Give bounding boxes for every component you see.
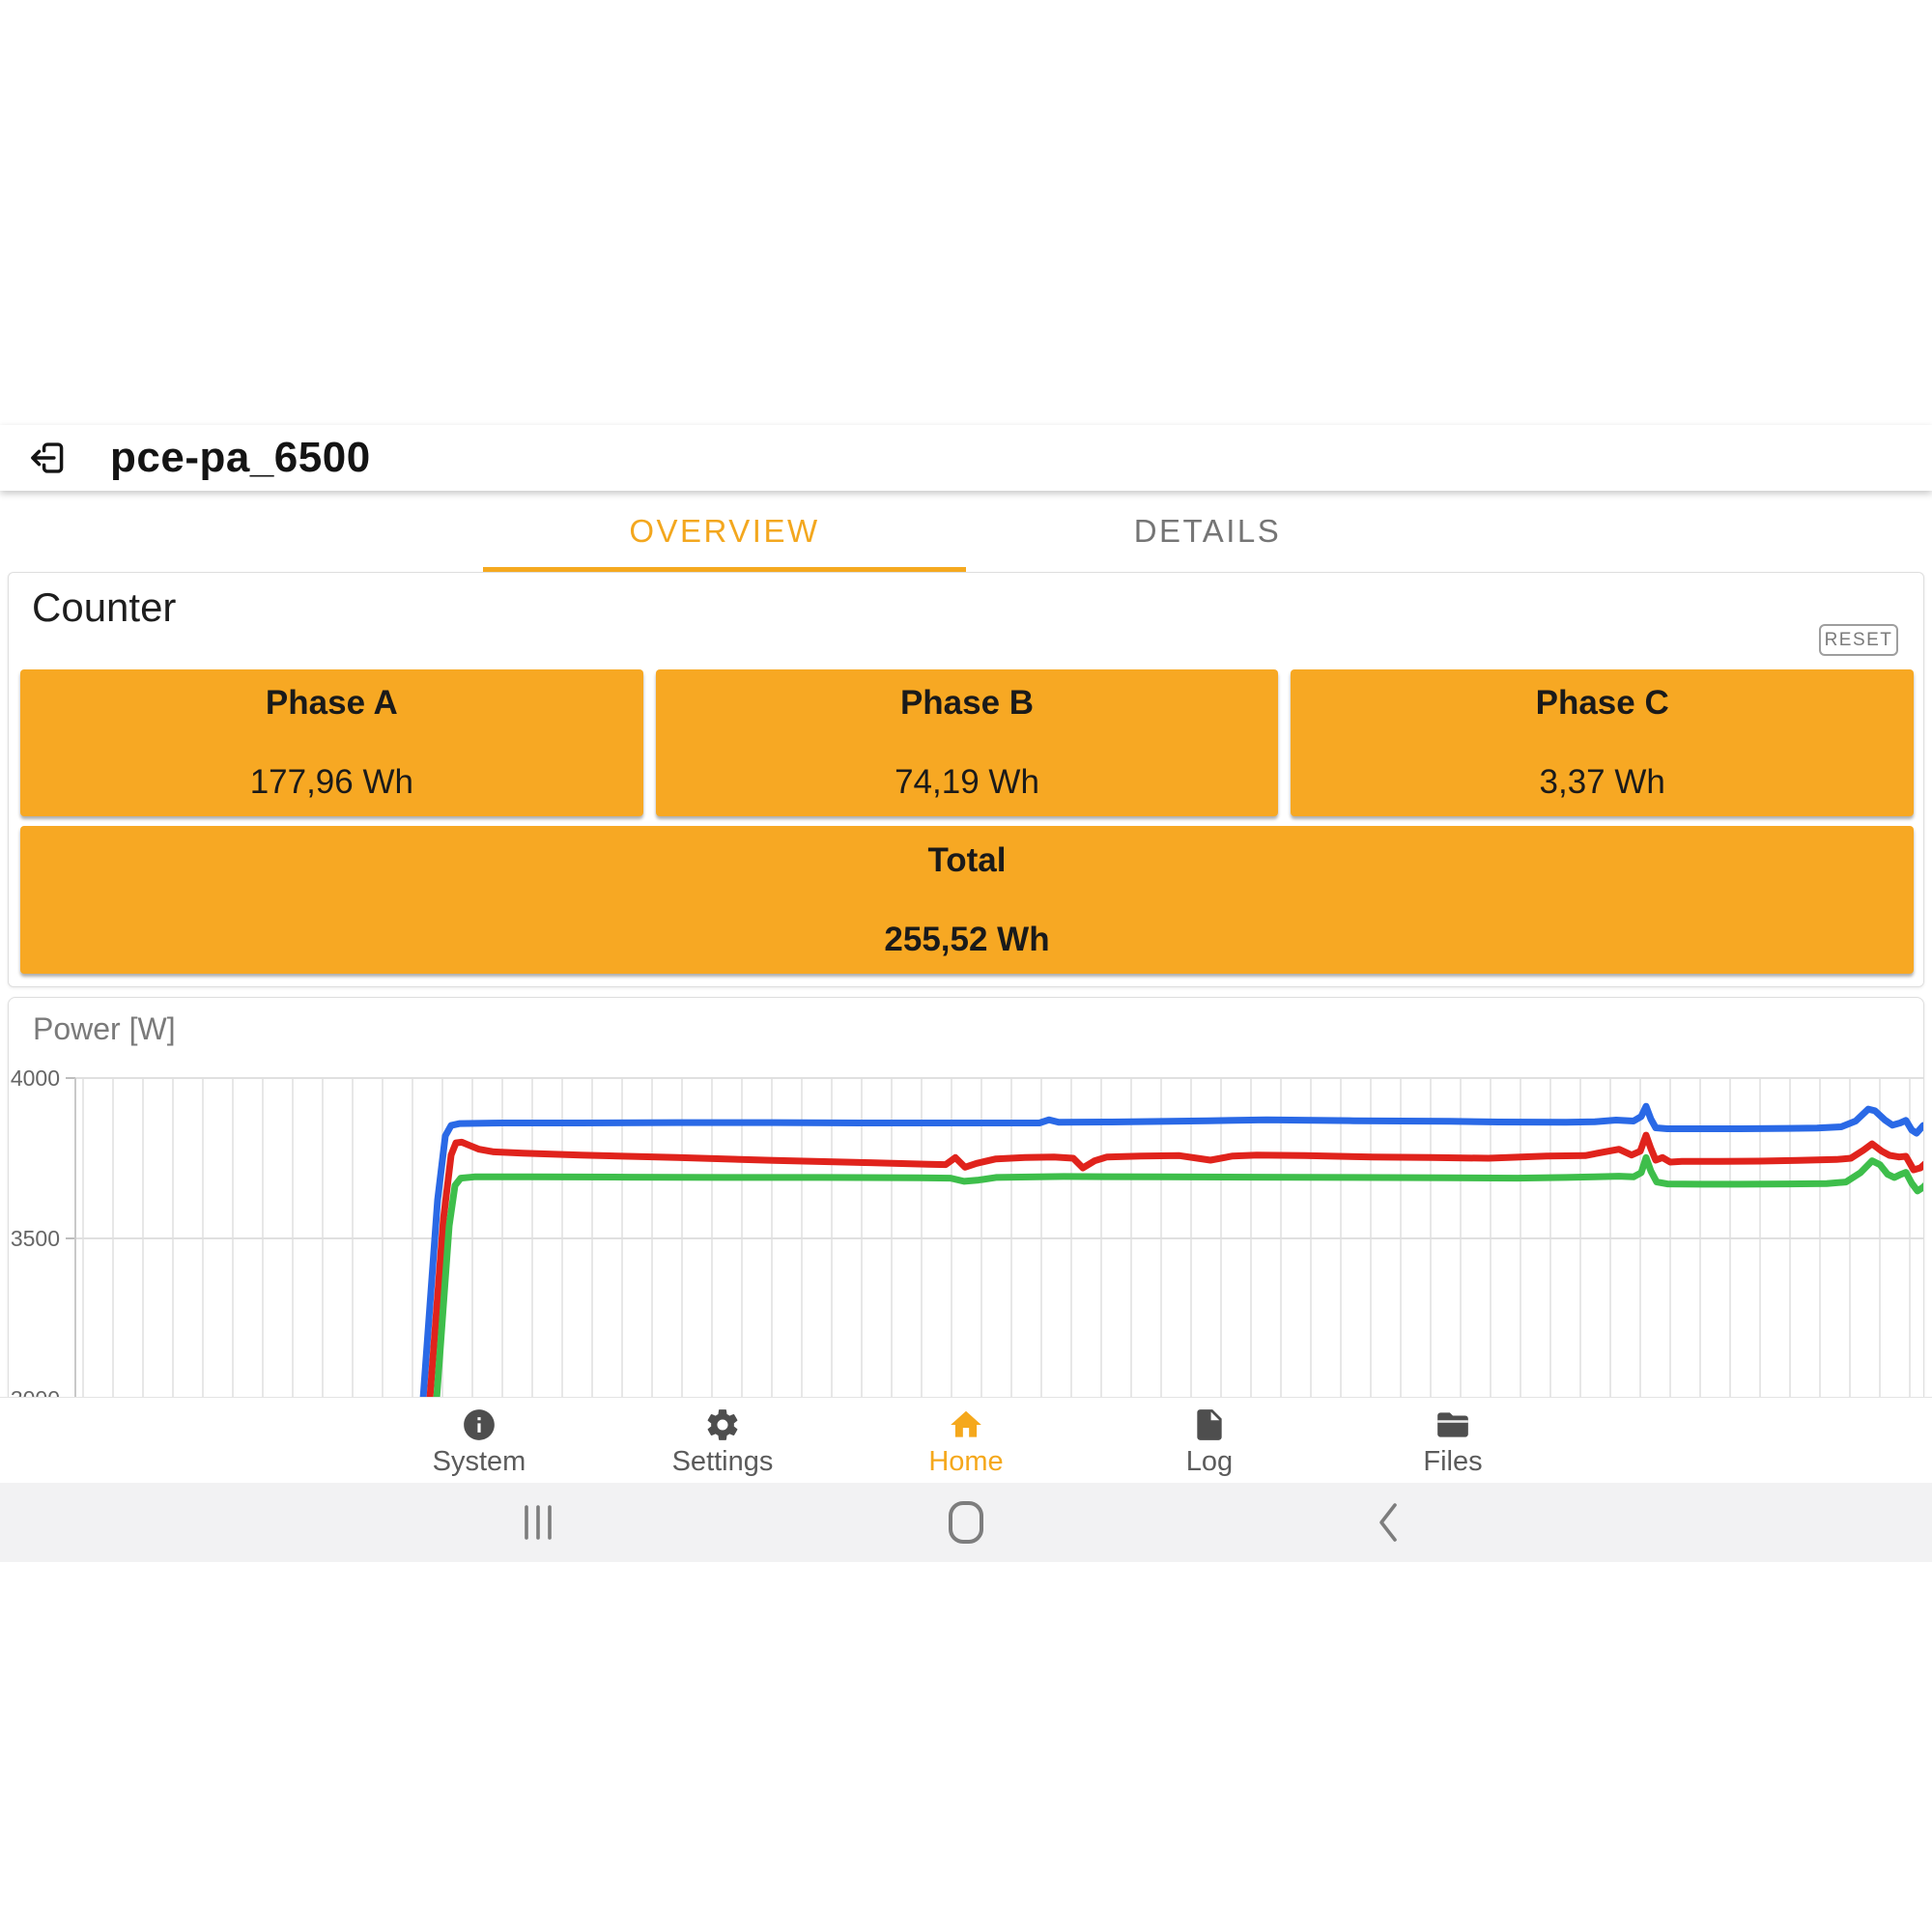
counter-card: Counter RESET Phase A 177,96 Wh Phase B … — [8, 572, 1924, 987]
total-value: 255,52 Wh — [884, 920, 1050, 958]
android-nav-bar — [0, 1483, 1932, 1562]
tab-details[interactable]: DETAILS — [966, 491, 1449, 572]
tab-overview[interactable]: OVERVIEW — [483, 491, 966, 572]
phase-a-label: Phase A — [265, 684, 398, 722]
svg-text:4000: 4000 — [11, 1065, 60, 1091]
phase-c-value: 3,37 Wh — [1539, 763, 1665, 801]
home-icon — [951, 1410, 981, 1437]
svg-text:3500: 3500 — [11, 1226, 60, 1251]
chart-title: Power [W] — [33, 1011, 176, 1046]
power-chart-card: 4000 3500 3000 Power [W] — [8, 997, 1924, 1397]
phase-b-label: Phase B — [899, 684, 1035, 722]
home-button[interactable] — [927, 1483, 1005, 1562]
nav-item-log[interactable]: Log — [1088, 1398, 1331, 1484]
phase-a-box: Phase A 177,96 Wh — [20, 669, 643, 816]
nav-label-system: System — [432, 1446, 526, 1477]
phases-row: Phase A 177,96 Wh Phase B 74,19 Wh Phase… — [20, 669, 1915, 816]
reset-button[interactable]: RESET — [1819, 624, 1898, 656]
page-title: pce-pa_6500 — [110, 434, 371, 481]
nav-label-files: Files — [1423, 1446, 1483, 1477]
tab-overview-label: OVERVIEW — [629, 513, 820, 549]
tab-bar: OVERVIEW DETAILS — [0, 491, 1932, 572]
phase-b-box: Phase B 74,19 Wh — [655, 669, 1279, 816]
nav-item-files[interactable]: Files — [1331, 1398, 1575, 1484]
nav-item-home[interactable]: Home — [844, 1398, 1088, 1484]
nav-item-settings[interactable]: Settings — [601, 1398, 844, 1484]
back-button[interactable] — [1350, 1483, 1428, 1562]
phase-c-label: Phase C — [1535, 684, 1669, 722]
recents-icon — [525, 1505, 552, 1540]
tab-details-label: DETAILS — [1133, 513, 1282, 549]
counter-title: Counter — [32, 584, 177, 630]
phase-c-box: Phase C 3,37 Wh — [1291, 669, 1915, 816]
phase-a-value: 177,96 Wh — [249, 763, 413, 801]
gear-icon — [707, 1409, 738, 1440]
power-chart-svg: 4000 3500 3000 — [11, 1065, 1923, 1397]
document-icon — [1197, 1409, 1222, 1440]
exit-app-icon[interactable] — [27, 437, 70, 479]
nav-label-home: Home — [928, 1446, 1004, 1477]
app-bar: pce-pa_6500 — [0, 425, 1932, 491]
folder-icon — [1437, 1412, 1468, 1437]
total-label: Total — [927, 840, 1007, 879]
active-tab-underline — [483, 567, 966, 572]
nav-label-log: Log — [1185, 1446, 1234, 1477]
info-icon — [464, 1409, 495, 1440]
home-button-icon — [949, 1501, 983, 1544]
nav-item-system[interactable]: System — [357, 1398, 601, 1484]
back-icon — [1379, 1503, 1397, 1542]
svg-text:3000: 3000 — [11, 1386, 60, 1397]
total-box: Total 255,52 Wh — [20, 826, 1914, 974]
bottom-nav: System Settings Home Log — [0, 1397, 1932, 1483]
phase-b-value: 74,19 Wh — [895, 763, 1039, 801]
nav-label-settings: Settings — [671, 1446, 774, 1477]
recents-button[interactable] — [499, 1483, 577, 1562]
